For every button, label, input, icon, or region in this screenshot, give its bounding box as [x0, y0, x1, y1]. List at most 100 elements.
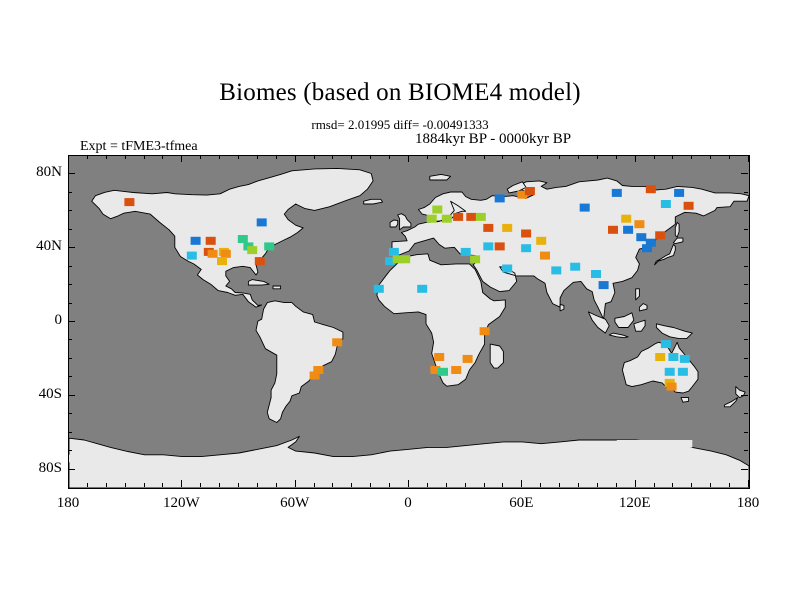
statistics-line: rmsd= 2.01995 diff= -0.00491333 — [311, 117, 489, 132]
axis-tick-mark — [68, 413, 72, 415]
site-marker — [621, 214, 632, 223]
axis-tick-mark — [238, 155, 239, 159]
axis-tick-mark — [502, 483, 504, 487]
site-marker — [611, 188, 622, 197]
site-marker — [645, 238, 656, 247]
landmass-shape — [363, 198, 384, 205]
axis-tick-mark — [445, 483, 447, 487]
axis-tick-mark — [275, 155, 277, 159]
x-axis-tick-label: 60W — [280, 495, 310, 511]
site-marker — [623, 225, 634, 234]
site-marker — [524, 187, 535, 195]
axis-tick-mark — [68, 265, 72, 267]
x-axis-tick-label: 120W — [162, 495, 200, 511]
axis-tick-mark — [559, 483, 561, 487]
axis-tick-mark — [256, 155, 258, 159]
experiment-label: Expt = tFME3-tfmea — [80, 139, 198, 154]
y-axis-labels: 80N 40N 0 40S 80S — [0, 155, 62, 487]
site-marker — [400, 255, 411, 264]
axis-tick-mark — [741, 173, 748, 175]
axis-tick-mark — [748, 480, 749, 487]
landmass-shape — [723, 397, 739, 408]
axis-tick-mark — [68, 191, 72, 193]
axis-tick-mark — [672, 155, 674, 159]
site-marker — [655, 353, 666, 361]
axis-tick-mark — [68, 450, 72, 452]
axis-tick-mark — [578, 155, 579, 159]
axis-tick-mark — [68, 210, 72, 212]
y-axis-tick-label: 40N — [36, 238, 62, 255]
site-marker — [438, 367, 448, 376]
site-marker — [502, 223, 513, 232]
site-marker — [517, 190, 528, 199]
axis-tick-mark — [741, 394, 748, 396]
site-marker — [483, 242, 494, 251]
axis-tick-mark — [68, 228, 72, 230]
axis-tick-mark — [143, 483, 145, 487]
site-marker — [494, 194, 505, 203]
y-axis-tick-label: 80S — [38, 459, 62, 476]
axis-tick-mark — [181, 480, 183, 487]
axis-tick-mark — [744, 191, 748, 193]
x-axis-tick-label: 180 — [736, 495, 760, 511]
axis-tick-mark — [332, 483, 334, 487]
axis-tick-mark — [389, 483, 391, 487]
x-axis-tick-label: 120E — [618, 495, 651, 511]
axis-tick-mark — [351, 155, 353, 159]
landmass-shape — [247, 279, 270, 286]
axis-tick-mark — [351, 483, 353, 487]
axis-tick-mark — [68, 376, 72, 378]
axis-tick-mark — [68, 302, 72, 304]
axis-tick-mark — [744, 302, 748, 304]
axis-tick-mark — [124, 155, 126, 159]
axis-tick-mark — [748, 155, 749, 162]
axis-tick-mark — [294, 155, 296, 162]
site-marker — [551, 266, 562, 275]
site-marker — [460, 247, 471, 256]
axis-tick-mark — [615, 483, 617, 487]
site-marker — [470, 255, 481, 264]
site-marker — [190, 236, 201, 245]
page-title: Biomes (based on BIOME4 model) — [219, 79, 581, 106]
site-marker — [521, 244, 532, 253]
axis-tick-mark — [219, 483, 221, 487]
site-marker — [591, 270, 601, 278]
axis-tick-mark — [68, 357, 72, 359]
site-marker — [462, 354, 473, 363]
site-marker — [479, 327, 490, 336]
site-marker — [237, 235, 248, 243]
axis-tick-mark — [691, 483, 693, 487]
site-marker — [247, 246, 258, 255]
axis-tick-mark — [596, 155, 598, 159]
axis-tick-mark — [275, 483, 277, 487]
site-marker — [426, 214, 437, 223]
axis-tick-mark — [540, 483, 542, 487]
site-marker — [217, 257, 227, 266]
axis-tick-mark — [68, 339, 72, 341]
axis-tick-mark — [313, 483, 315, 487]
landmass-shape — [608, 332, 629, 339]
landmass-shape — [655, 323, 693, 340]
axis-tick-mark — [68, 431, 72, 433]
axis-tick-mark — [483, 155, 485, 159]
axis-tick-mark — [143, 155, 145, 159]
axis-tick-mark — [729, 483, 731, 487]
axis-tick-mark — [744, 339, 748, 341]
landmass-shape — [272, 285, 282, 290]
axis-tick-mark — [744, 376, 748, 378]
axis-tick-mark — [162, 483, 164, 487]
site-marker — [668, 353, 679, 361]
site-marker — [677, 367, 688, 376]
axis-tick-mark — [200, 155, 202, 159]
site-marker — [453, 212, 464, 221]
axis-tick-mark — [634, 480, 636, 487]
axis-tick-mark — [744, 265, 748, 267]
site-marker — [608, 225, 618, 234]
site-marker — [642, 244, 652, 253]
axis-tick-mark — [744, 228, 748, 230]
axis-tick-mark — [445, 155, 447, 159]
map-plot-area — [68, 155, 750, 489]
site-marker — [124, 198, 135, 207]
axis-tick-mark — [68, 284, 72, 286]
axis-tick-mark — [464, 155, 466, 159]
